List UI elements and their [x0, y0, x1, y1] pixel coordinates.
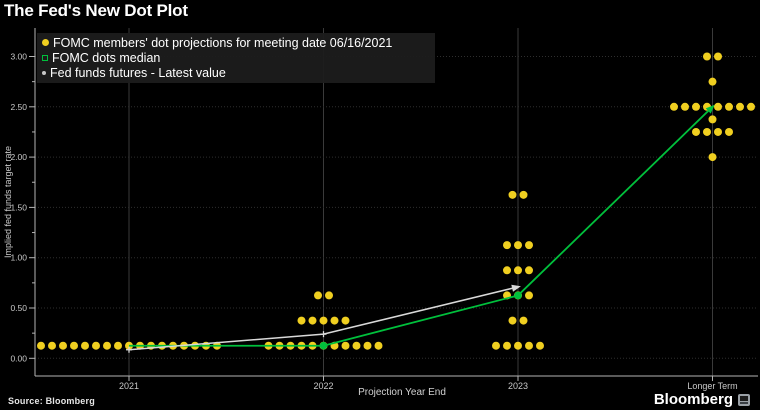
fomc-dot: [374, 341, 383, 350]
fomc-dots-marker-icon: [42, 39, 49, 46]
median-line: [129, 106, 714, 347]
fomc-dot: [714, 102, 722, 111]
y-tick-label: 3.00: [10, 52, 27, 62]
fomc-dot: [536, 341, 544, 350]
fomc-dot: [670, 102, 678, 111]
page-title: The Fed's New Dot Plot: [4, 1, 188, 20]
fomc-dot: [37, 341, 45, 350]
fomc-dot: [503, 266, 511, 275]
fomc-dot: [525, 241, 533, 250]
futures-marker-icon: [42, 70, 46, 75]
fomc-dot: [714, 52, 722, 61]
x-axis-title: Projection Year End: [358, 387, 446, 398]
fomc-dot: [308, 316, 317, 325]
fomc-dot: [503, 241, 511, 250]
fomc-dot: [508, 190, 517, 199]
chart-legend: FOMC members' dot projections for meetin…: [37, 33, 435, 83]
fomc-dot: [103, 341, 111, 350]
x-tick-label: 2021: [119, 381, 139, 391]
fomc-dot: [341, 341, 350, 350]
legend-label: Fed funds futures - Latest value: [50, 65, 226, 80]
fomc-dot: [314, 291, 322, 300]
line-arrowhead: [511, 284, 521, 292]
fomc-dot: [319, 316, 328, 325]
fomc-dot: [48, 341, 56, 350]
median-point-marker: [319, 341, 328, 350]
y-tick-label: 0.50: [10, 303, 27, 313]
median-marker-icon: [42, 54, 48, 61]
fomc-dot: [736, 102, 744, 111]
fomc-dot: [703, 127, 711, 136]
legend-label: FOMC dots median: [52, 50, 161, 65]
fomc-dot: [519, 190, 528, 199]
fomc-dot: [525, 291, 533, 300]
fomc-dot: [70, 341, 78, 350]
x-tick-label: Longer Term: [687, 381, 737, 391]
fomc-dot: [708, 115, 717, 124]
fomc-dot: [114, 341, 122, 350]
y-tick-label: 1.50: [10, 202, 27, 212]
y-axis-title: Implied fed funds target rate: [3, 146, 13, 258]
fomc-dot: [692, 102, 700, 111]
fomc-dot: [681, 102, 689, 111]
fomc-dot: [725, 127, 733, 136]
fomc-dot: [492, 341, 500, 350]
median-point-marker: [514, 291, 522, 300]
legend-item: FOMC dots median: [42, 50, 430, 65]
y-tick-label: 2.00: [10, 152, 27, 162]
fomc-dot: [352, 341, 361, 350]
bloomberg-logo-icon: [738, 393, 750, 406]
fomc-dot: [525, 341, 533, 350]
fomc-dot: [692, 127, 700, 136]
fomc-dot: [363, 341, 372, 350]
y-tick-label: 2.50: [10, 102, 27, 112]
fomc-dot: [525, 266, 533, 275]
fomc-dot: [747, 102, 755, 111]
legend-label: FOMC members' dot projections for meetin…: [53, 35, 393, 50]
fomc-dot: [325, 291, 333, 300]
fomc-dot: [341, 316, 350, 325]
bloomberg-wordmark: Bloomberg: [654, 391, 750, 408]
fomc-dot: [708, 77, 717, 86]
fomc-dot: [514, 241, 522, 250]
fomc-dot: [703, 52, 711, 61]
fomc-dot: [514, 266, 522, 275]
x-tick-label: 2023: [508, 381, 528, 391]
fomc-dot: [519, 316, 528, 325]
brand-label: Bloomberg: [653, 391, 733, 408]
legend-item: FOMC members' dot projections for meetin…: [42, 35, 430, 50]
fomc-dot: [81, 341, 89, 350]
fomc-dot: [330, 316, 339, 325]
y-tick-label: 0.00: [10, 353, 27, 363]
source-credit: Source: Bloomberg: [8, 396, 95, 406]
fomc-dot: [708, 153, 717, 162]
line-arrowhead: [705, 104, 715, 114]
fomc-dot: [92, 341, 100, 350]
fomc-dot: [514, 341, 522, 350]
fomc-dot: [508, 316, 517, 325]
y-tick-label: 1.00: [10, 253, 27, 263]
legend-item: Fed funds futures - Latest value: [42, 65, 430, 80]
x-tick-label: 2022: [313, 381, 333, 391]
fomc-dot: [59, 341, 67, 350]
fomc-dot: [725, 102, 733, 111]
fomc-dot: [297, 316, 306, 325]
fomc-dot: [503, 341, 511, 350]
fomc-dot: [714, 127, 722, 136]
